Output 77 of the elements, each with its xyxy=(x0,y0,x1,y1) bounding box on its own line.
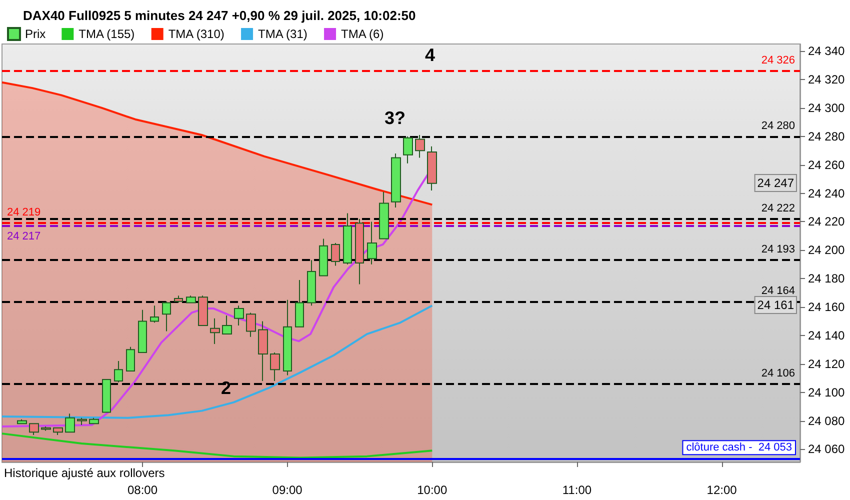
candlestick xyxy=(186,295,196,304)
x-tick-label: 08:00 xyxy=(127,483,158,497)
ref-line-label: 24 217 xyxy=(7,230,41,242)
candlestick xyxy=(343,212,352,265)
candlestick xyxy=(174,295,183,304)
annotation: 24 161 xyxy=(757,298,794,312)
candlestick xyxy=(77,417,87,426)
y-tick-label: 24 140 xyxy=(808,328,846,342)
candlestick xyxy=(331,242,340,266)
annotation: 24 247 xyxy=(757,176,794,190)
text: Historique ajusté aux rollovers xyxy=(4,466,165,480)
ref-line-label: 24 280 xyxy=(761,120,795,132)
ref-line-label: clôture cash - 24 053 xyxy=(686,442,792,454)
y-tick-label: 24 220 xyxy=(808,214,846,229)
y-tick-label: 24 300 xyxy=(808,100,846,115)
y-tick-label: 24 340 xyxy=(808,44,846,58)
candlestick xyxy=(319,238,328,276)
candlestick xyxy=(258,320,268,382)
candlestick xyxy=(102,379,111,413)
candlestick xyxy=(403,136,413,164)
ref-line-label: 24 164 xyxy=(761,284,795,297)
candlestick xyxy=(367,221,377,265)
x-tick-label: 12:00 xyxy=(706,483,738,497)
y-tick-label: 24 100 xyxy=(808,385,846,400)
candlestick xyxy=(114,360,123,383)
y-tick-label: 24 180 xyxy=(808,272,846,286)
x-tick-label: 11:00 xyxy=(562,483,592,497)
ref-line-label: 24 326 xyxy=(761,54,795,67)
y-tick-label: 24 240 xyxy=(808,186,846,200)
candlestick xyxy=(234,305,244,326)
candlestick xyxy=(379,191,389,240)
candlestick xyxy=(355,218,364,285)
y-tick-label: 24 080 xyxy=(808,414,846,428)
candlestick xyxy=(17,418,27,424)
candlestick xyxy=(150,305,159,324)
candlestick xyxy=(270,352,280,382)
chart-title: DAX40 Full0925 5 minutes 24 247 +0,90 % 29 juil. 2025, 10:02:50 xyxy=(23,8,416,23)
legend-label: TMA (6) xyxy=(341,27,384,41)
candlestick xyxy=(138,309,147,354)
y-tick-label: 24 280 xyxy=(808,129,846,144)
legend-label: Prix xyxy=(25,27,46,41)
candlestick xyxy=(41,426,51,432)
candlestick xyxy=(283,299,292,376)
candlestick xyxy=(126,346,135,372)
candlestick xyxy=(53,427,63,436)
candlestick xyxy=(427,146,437,191)
candlestick xyxy=(307,260,316,306)
line-series xyxy=(1,432,434,459)
candlestick xyxy=(415,134,425,158)
candlestick xyxy=(210,318,220,344)
y-tick-label: 24 200 xyxy=(808,243,846,258)
line-series xyxy=(1,304,434,419)
legend-label: TMA (155) xyxy=(78,27,135,41)
candlestick xyxy=(246,312,256,338)
candlestick xyxy=(391,152,401,208)
candlestick xyxy=(89,417,99,424)
candlestick xyxy=(295,280,304,328)
candlestick xyxy=(198,295,208,326)
y-tick-label: 24 060 xyxy=(808,442,846,456)
candlestick xyxy=(29,423,39,436)
annotation: 4 xyxy=(424,45,436,65)
ref-line-label: 24 106 xyxy=(761,367,795,380)
ref-line-label: 24 219 xyxy=(7,206,41,219)
y-tick-label: 24 120 xyxy=(808,356,846,371)
y-tick-label: 24 160 xyxy=(808,300,846,314)
candlestick xyxy=(162,300,171,332)
y-tick-label: 24 260 xyxy=(808,158,846,172)
y-tick-label: 24 320 xyxy=(808,72,846,87)
annotation: 3? xyxy=(384,108,406,128)
legend-label: TMA (310) xyxy=(168,27,224,41)
legend-label: TMA (31) xyxy=(258,27,308,41)
candlestick xyxy=(222,315,232,335)
x-tick-label: 09:00 xyxy=(272,483,303,497)
ref-line-label: 24 222 xyxy=(761,202,795,214)
ref-line-label: 24 193 xyxy=(761,244,795,256)
x-tick-label: 10:00 xyxy=(417,483,448,497)
candlestick xyxy=(65,413,75,433)
